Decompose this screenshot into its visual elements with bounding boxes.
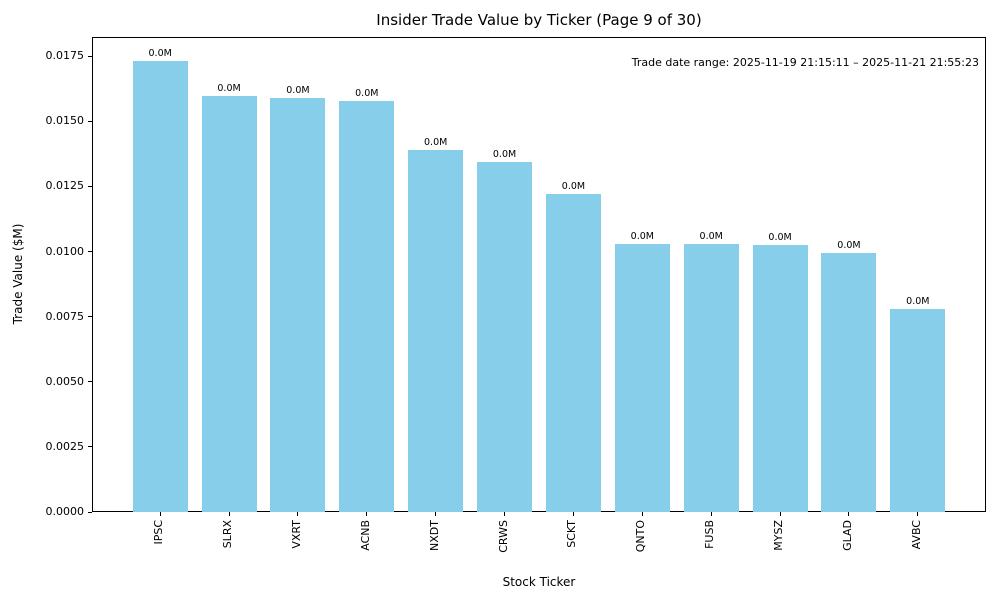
y-axis-tick-mark (88, 511, 92, 513)
bar-value-label-CRWS: 0.0M (492, 149, 517, 161)
bar-value-label-FUSB: 0.0M (699, 231, 723, 243)
x-axis-tick-label-NXDT: NXDT (427, 520, 441, 551)
x-axis-tick-label-SLRX: SLRX (221, 520, 235, 549)
y-axis-tick-mark (88, 316, 92, 318)
x-axis-tick-label-QNTO: QNTO (634, 520, 648, 553)
y-axis-label: Trade Value ($M) (11, 223, 25, 325)
x-axis-tick-label-VXRT: VXRT (289, 520, 303, 549)
x-axis-tick-mark (848, 512, 850, 516)
y-axis-tick-mark (88, 120, 92, 122)
x-axis-tick-mark (572, 512, 574, 516)
x-axis-tick-label-ACNB: ACNB (358, 520, 372, 551)
trade-date-range-annotation: Trade date range: 2025-11-19 21:15:11 – … (631, 56, 979, 69)
bar-VXRT (270, 98, 326, 512)
bar-NXDT (408, 150, 464, 512)
bar-value-label-SCKT: 0.0M (561, 180, 586, 192)
x-axis-tick-mark (641, 512, 643, 516)
bar-value-label-AVBC: 0.0M (906, 295, 930, 307)
y-axis-tick-label: 0.0000 (45, 505, 85, 518)
bar-SCKT (545, 193, 601, 512)
bar-MYSZ (752, 244, 808, 512)
bar-ACNB (339, 101, 395, 512)
bar-value-label-GLAD: 0.0M (837, 239, 861, 251)
bar-value-label-ACNB: 0.0M (355, 88, 379, 100)
chart-title: Insider Trade Value by Ticker (Page 9 of… (376, 11, 702, 29)
bar-value-label-MYSZ: 0.0M (768, 231, 792, 243)
x-axis-tick-mark (917, 512, 919, 516)
x-axis-tick-mark (228, 512, 230, 516)
y-axis-tick-mark (88, 251, 92, 253)
bar-GLAD (821, 252, 877, 512)
bar-value-label-NXDT: 0.0M (424, 137, 448, 149)
y-axis-tick-mark (88, 446, 92, 448)
y-axis-tick-label: 0.0125 (45, 179, 85, 193)
bar-SLRX (201, 96, 257, 512)
bar-CRWS (477, 162, 533, 512)
bar-value-label-SLRX: 0.0M (217, 83, 241, 95)
x-axis-tick-label-SCKT: SCKT (565, 520, 579, 548)
x-axis-tick-mark (366, 512, 368, 516)
bar-value-label-IPSC: 0.0M (148, 47, 172, 59)
bar-value-label-VXRT: 0.0M (286, 85, 310, 97)
x-axis-tick-mark (710, 512, 712, 516)
x-axis-tick-mark (779, 512, 781, 516)
x-axis-tick-mark (159, 512, 161, 516)
x-axis-tick-label-MYSZ: MYSZ (772, 520, 786, 551)
x-axis-tick-label-AVBC: AVBC (909, 520, 923, 550)
y-axis-tick-label: 0.0075 (45, 309, 85, 323)
x-axis-label: Stock Ticker (502, 575, 576, 589)
y-axis-tick-label: 0.0050 (45, 374, 85, 388)
bar-value-label-QNTO: 0.0M (630, 230, 654, 242)
x-axis-tick-label-GLAD: GLAD (840, 520, 854, 551)
bar-QNTO (614, 243, 670, 512)
bar-AVBC (890, 308, 946, 512)
y-axis-tick-mark (88, 55, 92, 57)
x-axis-tick-label-CRWS: CRWS (496, 520, 510, 553)
bar-IPSC (132, 60, 188, 512)
x-axis-tick-mark (504, 512, 506, 516)
x-axis-tick-mark (297, 512, 299, 516)
y-axis-tick-label: 0.0175 (45, 49, 85, 63)
x-axis-tick-label-IPSC: IPSC (152, 520, 166, 545)
x-axis-tick-label-FUSB: FUSB (703, 520, 717, 549)
y-axis-tick-mark (88, 185, 92, 187)
y-axis-tick-mark (88, 381, 92, 383)
x-axis-tick-mark (435, 512, 437, 516)
y-axis-tick-label: 0.0100 (45, 244, 85, 258)
bar-FUSB (683, 244, 739, 512)
y-axis-tick-label: 0.0025 (45, 439, 85, 453)
y-axis-tick-label: 0.0150 (45, 114, 85, 128)
